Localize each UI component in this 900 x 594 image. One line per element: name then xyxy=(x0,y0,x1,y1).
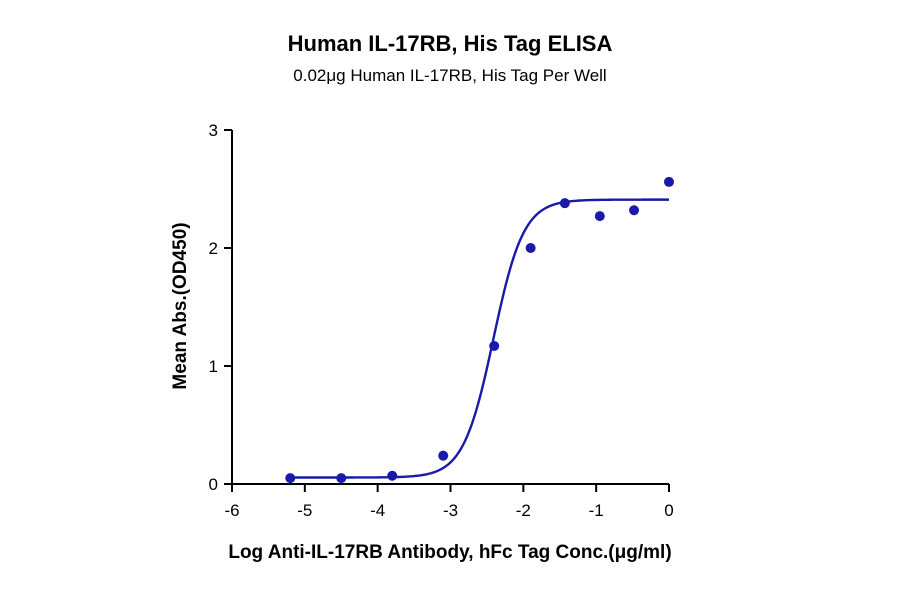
y-tick-label: 1 xyxy=(209,357,218,376)
axes xyxy=(224,130,669,492)
x-tick-label: -5 xyxy=(297,501,312,520)
x-tick-label: -1 xyxy=(589,501,604,520)
y-tick-label: 0 xyxy=(209,475,218,494)
x-axis-ticks: -6 -5 -4 -3 -2 -1 0 xyxy=(224,484,674,520)
y-tick-label: 2 xyxy=(209,239,218,258)
x-axis-label: Log Anti-IL-17RB Antibody, hFc Tag Conc.… xyxy=(228,542,671,563)
data-point xyxy=(336,473,347,484)
data-point xyxy=(525,243,536,253)
y-tick-label: 3 xyxy=(209,121,218,140)
y-axis-ticks: 0 1 2 3 xyxy=(209,121,232,494)
chart-subtitle: 0.02μg Human IL-17RB, His Tag Per Well xyxy=(293,66,606,85)
data-point xyxy=(594,211,605,222)
y-axis-label: Mean Abs.(OD450) xyxy=(170,222,191,389)
x-tick-label: -2 xyxy=(516,501,531,520)
data-point xyxy=(629,205,640,216)
data-point xyxy=(489,340,500,351)
x-tick-label: 0 xyxy=(664,501,673,520)
data-point xyxy=(285,473,296,484)
data-point xyxy=(664,176,674,187)
x-tick-label: -3 xyxy=(443,501,458,520)
data-point xyxy=(559,198,570,209)
data-point xyxy=(387,470,398,481)
x-tick-label: -4 xyxy=(370,501,385,520)
data-points xyxy=(285,176,674,484)
data-point xyxy=(438,450,449,461)
chart-title: Human IL-17RB, His Tag ELISA xyxy=(288,31,613,56)
fit-curve xyxy=(290,198,669,479)
x-tick-label: -6 xyxy=(224,501,239,520)
